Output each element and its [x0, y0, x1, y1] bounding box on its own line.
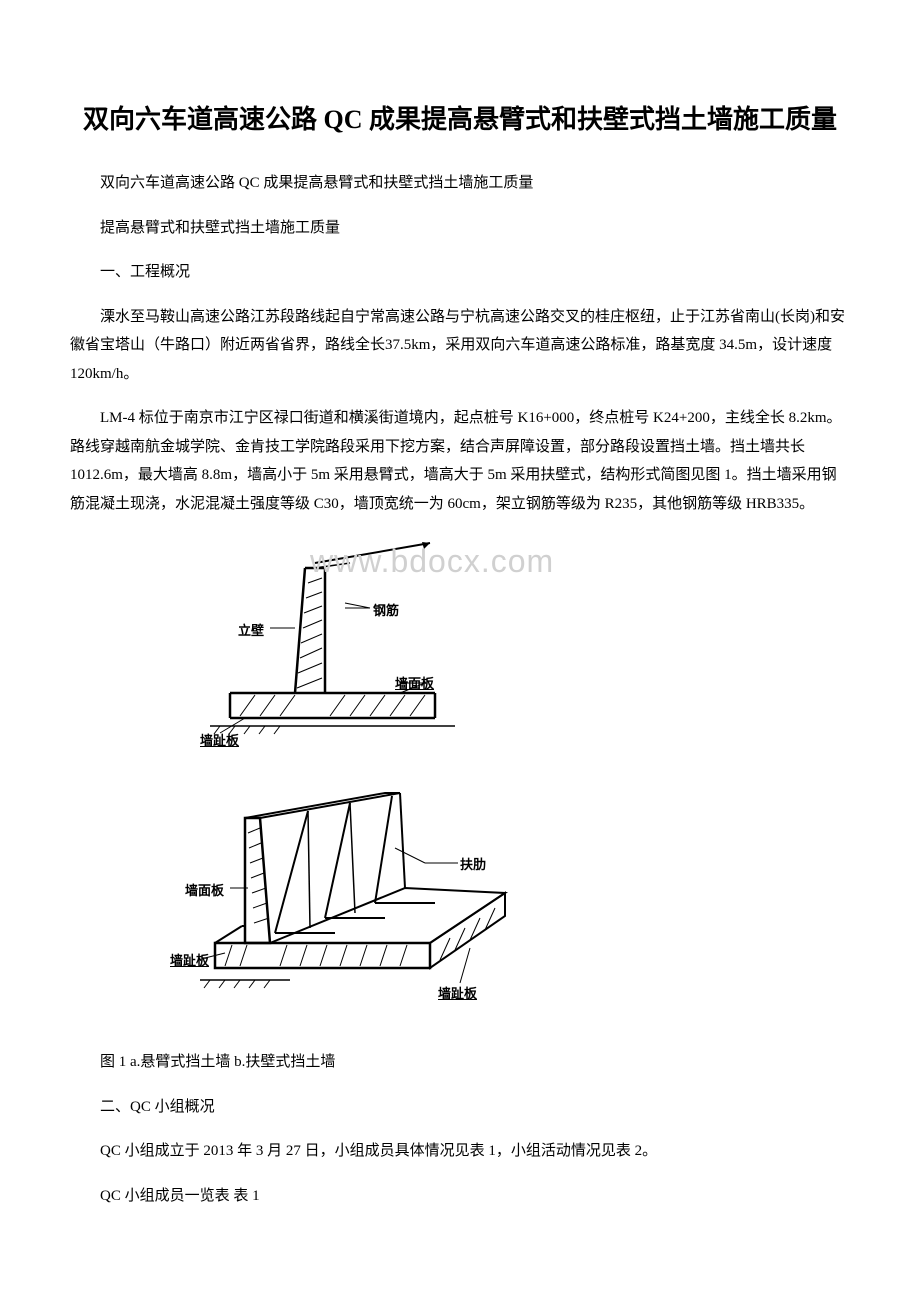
label-qiangzhiban-b2: 墙趾板: [438, 983, 477, 1002]
diagram-buttress: 扶肋 墙面板 墙趾板 墙趾板: [170, 788, 530, 1028]
label-fulei: 扶肋: [460, 854, 486, 873]
page-title: 双向六车道高速公路 QC 成果提高悬臂式和扶壁式挡土墙施工质量: [70, 100, 850, 139]
label-gangjin: 钢筋: [373, 600, 399, 619]
label-libi: 立壁: [238, 620, 264, 639]
table-caption: QC 小组成员一览表 表 1: [70, 1182, 850, 1211]
watermark-text: www.bdocx.com: [310, 543, 554, 580]
paragraph-qc-overview: QC 小组成立于 2013 年 3 月 27 日，小组成员具体情况见表 1，小组…: [70, 1137, 850, 1166]
label-qiangzhiban-a: 墙趾板: [200, 730, 239, 749]
paragraph-intro: 双向六车道高速公路 QC 成果提高悬臂式和扶壁式挡土墙施工质量: [70, 169, 850, 198]
label-qiangzhiban-b1: 墙趾板: [170, 950, 209, 969]
paragraph-overview-1: 溧水至马鞍山高速公路江苏段路线起自宁常高速公路与宁杭高速公路交叉的桂庄枢纽，止于…: [70, 303, 850, 389]
paragraph-overview-2: LM-4 标位于南京市江宁区禄口街道和横溪街道境内，起点桩号 K16+000，终…: [70, 404, 850, 518]
section-2-heading: 二、QC 小组概况: [70, 1093, 850, 1122]
section-1-heading: 一、工程概况: [70, 258, 850, 287]
label-qiangmianban-a: 墙面板: [395, 673, 434, 692]
figure-caption: 图 1 a.悬臂式挡土墙 b.扶壁式挡土墙: [70, 1048, 850, 1077]
label-qiangmianban-b: 墙面板: [185, 880, 224, 899]
paragraph-subtitle: 提高悬臂式和扶壁式挡土墙施工质量: [70, 214, 850, 243]
diagram-container: www.bdocx.com: [170, 538, 850, 1028]
